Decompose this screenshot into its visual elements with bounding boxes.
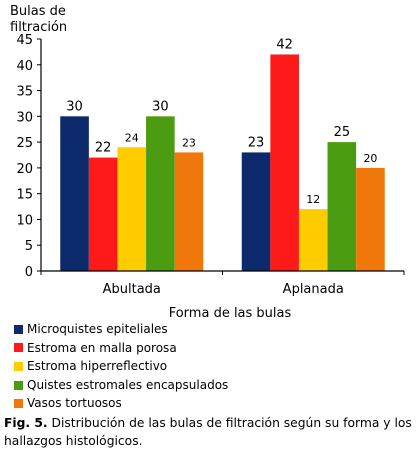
data-label: 20 [363,152,377,165]
caption-label: Fig. 5. [4,416,48,430]
data-label: 12 [306,193,320,206]
y-tick-label: 10 [16,213,33,228]
legend-swatch [14,324,23,334]
legend-label: Quistes estromales encapsulados [27,377,229,392]
y-tick-label: 5 [25,239,33,254]
y-tick-label: 15 [16,188,33,203]
legend-item: Quistes estromales encapsulados [14,376,228,395]
bar [146,116,175,271]
bar [298,209,328,271]
data-label: 42 [276,37,293,52]
legend-label: Vasos tortuosos [27,396,122,411]
x-tick-label: Abultada [103,282,161,297]
data-label: 25 [334,125,351,140]
bar [356,167,385,271]
legend-item: Vasos tortuosos [14,394,228,413]
bar [88,157,118,271]
bar [327,142,357,271]
y-axis-title-line2: filtración [10,20,67,35]
figure-caption: Fig. 5. Distribución de las bulas de fil… [4,414,416,450]
legend-swatch [14,343,23,353]
data-label: 30 [152,99,169,114]
legend-item: Microquistes epiteliales [14,320,228,339]
legend: Microquistes epiteliales Estroma en malla… [14,320,228,413]
bar [174,152,204,271]
data-label: 30 [66,99,83,114]
caption-text: Distribución de las bulas de filtración … [4,416,412,448]
legend-label: Estroma hiperreflectivo [27,359,168,374]
legend-label: Estroma en malla porosa [27,340,177,355]
legend-item: Estroma en malla porosa [14,339,228,358]
bar [241,152,271,271]
y-tick-label: 25 [16,136,33,151]
data-label: 24 [125,131,139,144]
y-tick-label: 30 [16,110,33,125]
legend-swatch [14,361,23,371]
bar [117,147,147,271]
data-label: 23 [182,136,196,149]
legend-swatch [14,380,23,390]
bar [60,116,89,271]
data-label: 22 [95,141,112,156]
y-tick-label: 20 [16,162,33,177]
y-tick-label: 40 [16,59,33,74]
legend-label: Microquistes epiteliales [27,322,168,336]
legend-item: Estroma hiperreflectivo [14,357,228,376]
bar-chart: Bulas de filtración 0 5 10 15 20 25 30 35 40 45 3… [10,4,405,320]
legend-swatch [14,399,23,409]
y-axis-title-line1: Bulas de [10,4,66,19]
x-axis-title: Forma de las bulas [169,306,292,320]
y-tick-label: 35 [16,85,33,100]
x-tick-label: Aplanada [283,282,344,297]
y-tick-label: 0 [25,265,33,280]
y-tick-label: 45 [16,33,33,48]
bar [270,54,299,271]
data-label: 23 [248,135,265,150]
